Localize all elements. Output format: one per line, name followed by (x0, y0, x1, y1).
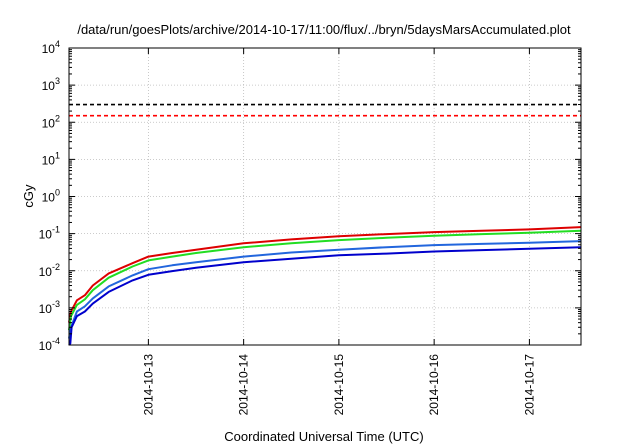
y-tick-label: 102 (42, 113, 60, 130)
y-tick-label: 101 (42, 150, 60, 167)
chart-title: /data/run/goesPlots/archive/2014-10-17/1… (77, 22, 571, 37)
x-tick-label: 2014-10-14 (237, 354, 251, 416)
x-tick-label: 2014-10-13 (141, 354, 155, 416)
y-tick-label: 100 (42, 188, 60, 205)
reference-lines (69, 103, 581, 117)
series-line (68, 226, 582, 323)
y-tick-label: 104 (42, 39, 60, 56)
y-tick-label: 10-4 (39, 336, 60, 353)
series-line (68, 229, 582, 331)
series-line (68, 246, 582, 346)
x-tick-label: 2014-10-15 (332, 354, 346, 416)
x-tick-label: 2014-10-17 (522, 354, 536, 416)
series-line (68, 240, 582, 339)
x-axis-title: Coordinated Universal Time (UTC) (224, 429, 423, 444)
y-tick-label: 10-2 (39, 262, 60, 279)
y-tick-label: 10-1 (39, 225, 60, 242)
series-lines (68, 226, 582, 346)
x-axis: 2014-10-13 2014-10-14 2014-10-15 2014-10-16… (141, 48, 536, 415)
y-tick-label: 103 (42, 76, 60, 93)
grid (69, 48, 581, 345)
y-axis: 10-4 10-3 10-2 10-1 100 101 102 103 104 (39, 39, 581, 353)
x-tick-label: 2014-10-16 (427, 354, 441, 416)
y-axis-title: cGy (21, 184, 36, 208)
y-tick-label: 10-3 (39, 299, 60, 316)
